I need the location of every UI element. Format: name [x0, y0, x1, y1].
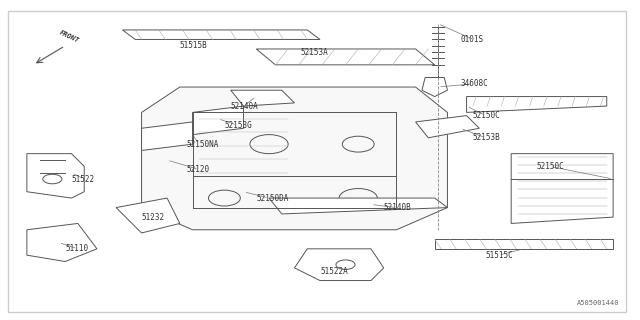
Text: 52150DA: 52150DA — [256, 194, 289, 203]
Text: 52153B: 52153B — [473, 133, 500, 142]
Text: 51515B: 51515B — [180, 41, 207, 50]
Text: 51110: 51110 — [65, 244, 88, 253]
Text: 52140A: 52140A — [231, 101, 259, 111]
Text: 51515C: 51515C — [486, 251, 513, 260]
Text: 0101S: 0101S — [460, 35, 483, 44]
Text: 52150C: 52150C — [473, 111, 500, 120]
Polygon shape — [435, 239, 613, 249]
Polygon shape — [269, 198, 447, 214]
Polygon shape — [294, 249, 384, 281]
Text: 52153A: 52153A — [301, 48, 328, 57]
Polygon shape — [511, 154, 613, 223]
Polygon shape — [141, 87, 447, 230]
Text: A505001440: A505001440 — [577, 300, 620, 306]
Text: 52150NA: 52150NA — [186, 140, 218, 148]
Polygon shape — [422, 77, 447, 97]
Text: 52120: 52120 — [186, 165, 209, 174]
Text: 51522A: 51522A — [320, 267, 348, 276]
Polygon shape — [141, 122, 193, 150]
Text: 51522: 51522 — [72, 174, 95, 184]
Polygon shape — [193, 106, 244, 135]
Text: 52140B: 52140B — [384, 203, 412, 212]
Text: FRONT: FRONT — [59, 29, 81, 44]
Polygon shape — [256, 49, 435, 65]
Polygon shape — [415, 116, 479, 138]
Text: 52153G: 52153G — [225, 121, 252, 130]
Polygon shape — [116, 198, 180, 233]
Text: 34608C: 34608C — [460, 79, 488, 88]
Polygon shape — [27, 223, 97, 261]
Polygon shape — [27, 154, 84, 198]
Polygon shape — [231, 90, 294, 106]
Text: 52150C: 52150C — [537, 162, 564, 171]
Polygon shape — [122, 30, 320, 39]
Text: 51232: 51232 — [141, 212, 164, 222]
Polygon shape — [467, 97, 607, 112]
